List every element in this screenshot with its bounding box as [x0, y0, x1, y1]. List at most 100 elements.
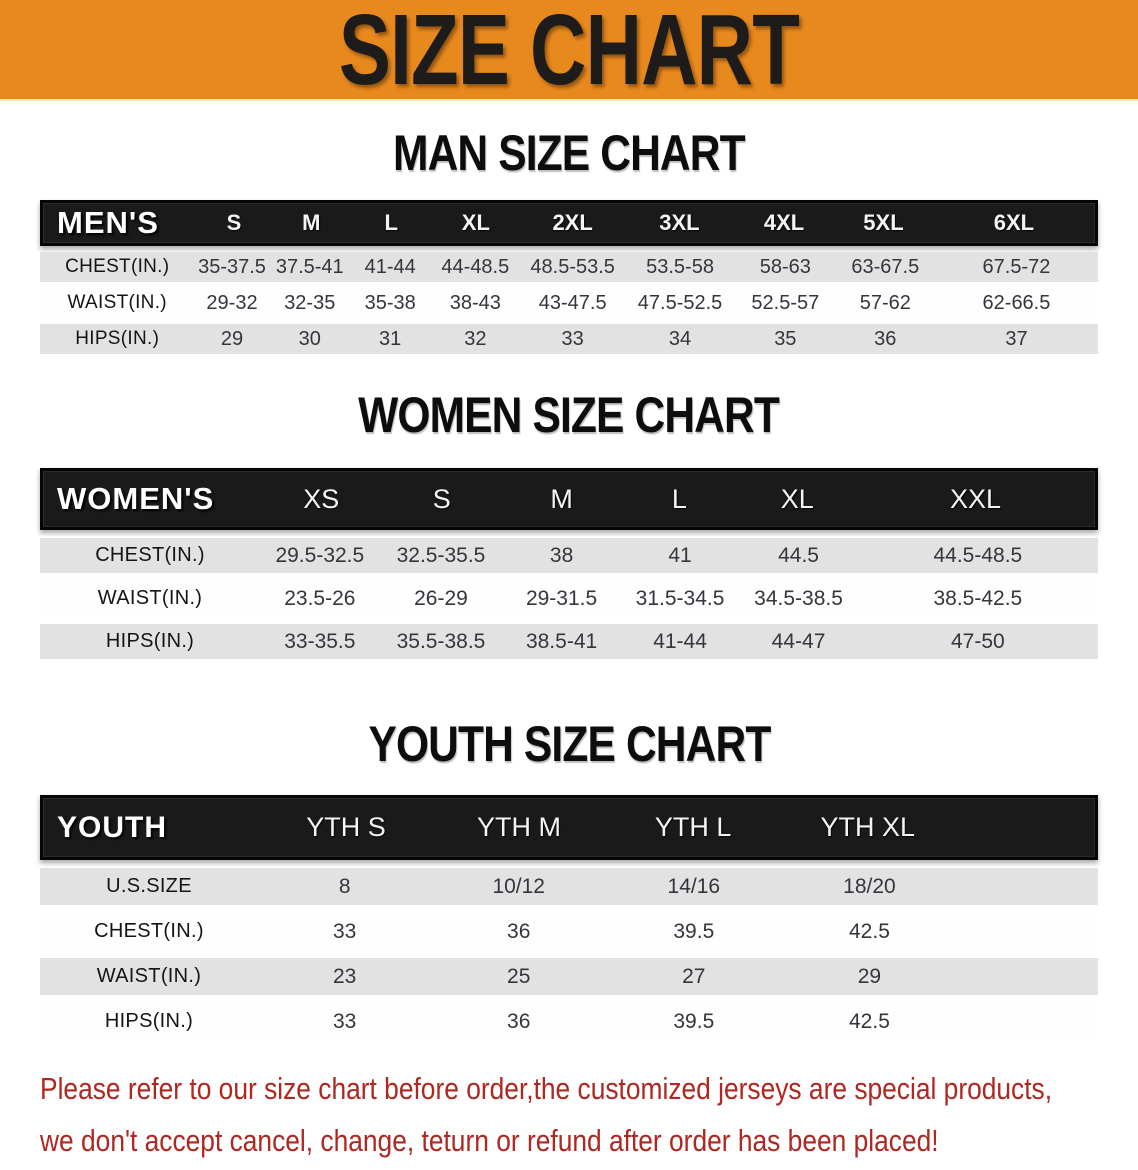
order-policy-line-1: Please refer to our size chart before or…	[40, 1071, 1053, 1106]
size-value: 38-43	[449, 291, 501, 314]
size-value: 31.5-34.5	[635, 586, 725, 610]
youth-size-chart-title: YOUTH SIZE CHART	[368, 716, 771, 772]
table-corner-label: MEN'S	[57, 205, 159, 240]
size-value: 47.5-52.5	[637, 291, 723, 314]
size-value: 35-38	[364, 291, 416, 314]
size-value: 35.5-38.5	[396, 629, 486, 653]
table-row: CHEST(IN.) 33 36 39.5 42.5	[40, 913, 1098, 950]
size-value: 29.5-32.5	[275, 543, 365, 567]
size-column-header: XXL	[950, 483, 1002, 514]
section-heading-women: WOMEN SIZE CHART	[0, 390, 1138, 440]
size-value: 35	[774, 327, 797, 350]
size-value: 34.5-38.5	[754, 586, 843, 610]
size-value: 37.5-41	[275, 255, 344, 278]
size-value: 14/16	[667, 874, 721, 898]
size-value: 58-63	[759, 255, 811, 278]
size-value: 43-47.5	[538, 291, 607, 314]
size-column-header: M	[302, 210, 321, 235]
size-value: 57-62	[859, 291, 911, 314]
size-value: 42.5	[849, 1009, 890, 1033]
size-column-header: M	[550, 483, 573, 514]
size-chart-banner: SIZE CHART	[0, 0, 1138, 101]
size-column-header: YTH M	[477, 812, 561, 842]
size-value: 47-50	[951, 629, 1005, 653]
size-value: 42.5	[849, 919, 890, 943]
table-header-row: WOMEN'S XS S M L XL XXL	[40, 468, 1098, 530]
size-value: 36	[874, 327, 897, 350]
size-column-header: S	[432, 483, 451, 514]
size-value: 29	[220, 327, 244, 350]
size-value: 38.5-42.5	[933, 586, 1023, 610]
table-row: CHEST(IN.) 29.5-32.5 32.5-35.5 38 41 44.5 44.5…	[40, 538, 1098, 573]
size-value: 29-31.5	[525, 586, 598, 610]
size-value: 39.5	[673, 1009, 715, 1033]
size-column-header: XL	[780, 483, 814, 514]
size-column-header: L	[384, 210, 398, 235]
table-row: HIPS(IN.) 33 36 39.5 42.5	[40, 1003, 1098, 1040]
women-size-chart-title: WOMEN SIZE CHART	[358, 387, 781, 443]
row-label: U.S.SIZE	[106, 875, 192, 897]
table-row: U.S.SIZE 8 10/12 14/16 18/20	[40, 868, 1098, 905]
size-value: 33-35.5	[284, 629, 356, 653]
size-column-header: 5XL	[863, 210, 904, 235]
size-column-header: 3XL	[659, 210, 700, 235]
row-label: WAIST(IN.)	[67, 292, 167, 313]
size-value: 23.5-26	[284, 586, 356, 610]
men-size-table: MEN'S S M L XL 2XL 3XL 4XL 5XL 6XL CHEST(IN.) 35-37…	[40, 200, 1098, 354]
row-label: CHEST(IN.)	[95, 544, 205, 566]
table-corner-label: WOMEN'S	[57, 481, 215, 516]
table-row: HIPS(IN.) 33-35.5 35.5-38.5 38.5-41 41-44 44-…	[40, 624, 1098, 659]
size-value: 44-48.5	[441, 255, 510, 278]
size-column-header: 6XL	[993, 210, 1035, 235]
size-value: 33	[333, 919, 357, 943]
size-value: 48.5-53.5	[530, 255, 615, 278]
size-value: 29	[857, 964, 882, 988]
size-value: 36	[507, 919, 531, 943]
size-column-header: L	[671, 483, 687, 514]
size-value: 37	[1005, 327, 1028, 350]
row-label: HIPS(IN.)	[104, 1010, 194, 1032]
size-value: 44.5	[778, 543, 819, 567]
table-corner-label: YOUTH	[57, 810, 167, 844]
size-value: 35-37.5	[198, 255, 266, 278]
row-label: HIPS(IN.)	[105, 630, 195, 652]
size-value: 62-66.5	[982, 291, 1051, 314]
size-column-header: 2XL	[552, 210, 593, 235]
size-value: 34	[668, 327, 692, 350]
size-value: 18/20	[843, 874, 896, 898]
size-value: 25	[507, 964, 531, 988]
section-heading-man: MAN SIZE CHART	[0, 128, 1138, 178]
women-size-table: WOMEN'S XS S M L XL XXL CHEST(IN.) 29.5-32.5 32.5…	[40, 468, 1098, 659]
size-value: 38.5-41	[525, 629, 598, 653]
table-row: CHEST(IN.) 35-37.5 37.5-41 41-44 44-48.5 48.5…	[40, 252, 1098, 282]
table-row: WAIST(IN.) 23.5-26 26-29 29-31.5 31.5-34.5 34…	[40, 581, 1098, 616]
size-column-header: 4XL	[763, 210, 805, 235]
size-value: 52.5-57	[751, 291, 820, 314]
size-column-header: S	[226, 210, 242, 235]
size-value: 63-67.5	[851, 255, 920, 278]
size-value: 44-47	[771, 629, 826, 653]
size-value: 39.5	[673, 919, 715, 943]
size-value: 32.5-35.5	[396, 543, 486, 567]
size-column-header: XL	[461, 210, 490, 235]
table-row: HIPS(IN.) 29 30 31 32 33 34 35 36 37	[40, 324, 1098, 354]
table-header-row: MEN'S S M L XL 2XL 3XL 4XL 5XL 6XL	[40, 200, 1098, 246]
size-value: 23	[333, 964, 357, 988]
size-value: 30	[298, 327, 321, 350]
size-value: 31	[379, 327, 402, 350]
size-value: 27	[682, 964, 706, 988]
size-value: 29-32	[206, 291, 258, 314]
row-label: CHEST(IN.)	[94, 920, 204, 942]
order-policy-note: Please refer to our size chart before or…	[40, 1066, 1138, 1170]
size-value: 32-35	[284, 291, 336, 314]
row-label: WAIST(IN.)	[97, 587, 203, 609]
size-column-header: XS	[303, 483, 340, 514]
row-label: WAIST(IN.)	[96, 965, 202, 987]
banner-title: SIZE CHART	[338, 0, 800, 106]
size-value: 8	[338, 874, 351, 898]
size-value: 33	[561, 327, 584, 350]
size-value: 32	[464, 327, 487, 350]
table-header-row: YOUTH YTH S YTH M YTH L YTH XL	[40, 795, 1098, 860]
size-value: 33	[333, 1009, 357, 1033]
